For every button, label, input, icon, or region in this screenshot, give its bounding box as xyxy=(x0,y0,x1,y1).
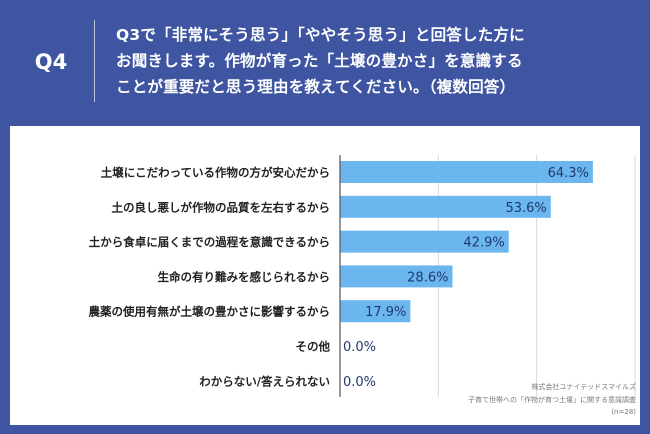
value-label: 42.9% xyxy=(463,236,504,251)
question-text: Q3で「非常にそう思う」「ややそう思う」と回答した方に お聞きします。作物が育っ… xyxy=(116,22,636,100)
value-label: 28.6% xyxy=(407,270,448,285)
category-label: 生命の有り難みを感じられるから xyxy=(158,270,331,284)
question-line-3: ことが重要だと思う理由を教えてください。（複数回答） xyxy=(116,78,516,96)
bar xyxy=(340,230,509,253)
bar xyxy=(340,195,551,218)
source-survey: 子育て世帯への「作物が育つ土壌」に関する意識調査 xyxy=(468,396,636,404)
value-label: 0.0% xyxy=(343,340,376,355)
value-label: 53.6% xyxy=(505,201,546,216)
source-sample: (n=28) xyxy=(611,408,636,416)
bar xyxy=(340,265,453,288)
source-company: 株式会社ユナイテッドスマイルズ xyxy=(531,383,636,391)
header-divider xyxy=(94,20,95,102)
bar xyxy=(340,161,593,183)
question-line-1: Q3で「非常にそう思う」「ややそう思う」と回答した方に xyxy=(116,26,525,44)
value-label: 64.3% xyxy=(548,166,589,181)
question-line-2: お聞きします。作物が育った「土壌の豊かさ」を意識する xyxy=(116,52,523,70)
category-label: わからない/答えられない xyxy=(199,374,330,388)
value-label: 17.9% xyxy=(365,305,406,320)
bar xyxy=(340,300,411,323)
category-label: 土から食卓に届くまでの過程を意識できるから xyxy=(89,235,330,249)
value-label: 0.0% xyxy=(343,375,376,390)
question-number: Q4 xyxy=(34,50,68,74)
category-label: 農薬の使用有無が土壌の豊かさに影響するから xyxy=(89,305,331,319)
category-label: 土の良し悪しが作物の品質を左右するから xyxy=(112,200,331,214)
category-label: その他 xyxy=(296,340,331,354)
category-label: 土壌にこだわっている作物の方が安心だから xyxy=(101,166,330,180)
